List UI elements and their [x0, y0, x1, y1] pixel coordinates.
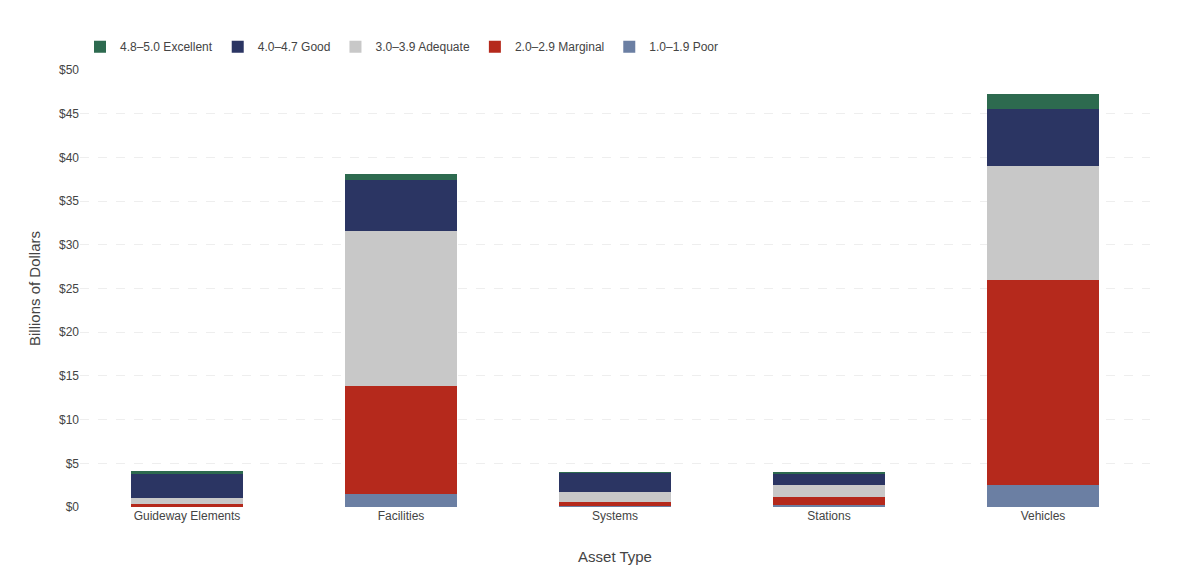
svg-text:$30: $30 [59, 238, 79, 252]
svg-text:$10: $10 [59, 413, 79, 427]
svg-text:$0: $0 [66, 500, 80, 514]
svg-text:Systems: Systems [592, 509, 638, 523]
svg-text:3.0–3.9 Adequate: 3.0–3.9 Adequate [375, 40, 469, 54]
svg-text:4.0–4.7 Good: 4.0–4.7 Good [258, 40, 331, 54]
svg-text:Asset Type: Asset Type [578, 548, 652, 565]
svg-text:Vehicles: Vehicles [1021, 509, 1066, 523]
svg-text:4.8–5.0 Excellent: 4.8–5.0 Excellent [120, 40, 213, 54]
svg-text:$40: $40 [59, 151, 79, 165]
svg-text:Billions of Dollars: Billions of Dollars [26, 231, 43, 346]
svg-text:$35: $35 [59, 194, 79, 208]
svg-text:Guideway Elements: Guideway Elements [134, 509, 241, 523]
svg-text:$50: $50 [59, 63, 79, 77]
svg-text:Stations: Stations [807, 509, 850, 523]
svg-text:2.0–2.9 Marginal: 2.0–2.9 Marginal [515, 40, 604, 54]
svg-text:$5: $5 [66, 457, 80, 471]
svg-text:1.0–1.9 Poor: 1.0–1.9 Poor [649, 40, 718, 54]
svg-text:$25: $25 [59, 282, 79, 296]
svg-text:$20: $20 [59, 325, 79, 339]
svg-text:$15: $15 [59, 369, 79, 383]
svg-text:Facilities: Facilities [378, 509, 425, 523]
svg-text:$45: $45 [59, 107, 79, 121]
